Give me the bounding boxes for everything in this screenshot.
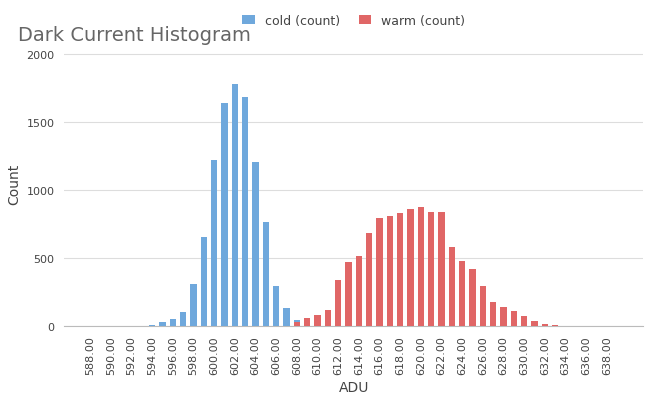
Bar: [428, 212, 434, 326]
Bar: [232, 84, 238, 326]
Bar: [490, 302, 497, 326]
Bar: [366, 234, 372, 326]
Bar: [315, 325, 320, 326]
Bar: [542, 324, 548, 326]
Bar: [408, 209, 413, 326]
Bar: [294, 322, 300, 326]
Bar: [201, 238, 207, 326]
Bar: [190, 284, 196, 326]
Bar: [159, 322, 166, 326]
Bar: [448, 247, 455, 326]
Bar: [325, 310, 331, 326]
Bar: [304, 323, 310, 326]
Bar: [283, 308, 290, 326]
Bar: [252, 163, 259, 326]
Bar: [397, 213, 403, 326]
Bar: [469, 270, 476, 326]
Bar: [552, 325, 558, 326]
Bar: [387, 216, 393, 326]
Bar: [149, 325, 155, 326]
Bar: [459, 261, 465, 326]
Bar: [315, 315, 320, 326]
Y-axis label: Count: Count: [7, 163, 21, 204]
Bar: [439, 212, 445, 326]
Bar: [170, 319, 176, 326]
Bar: [345, 262, 352, 326]
Bar: [511, 311, 517, 326]
Bar: [242, 98, 248, 326]
Bar: [211, 160, 217, 326]
Bar: [500, 307, 506, 326]
X-axis label: ADU: ADU: [339, 380, 369, 394]
Bar: [418, 207, 424, 326]
Bar: [356, 257, 362, 326]
Bar: [180, 312, 187, 326]
Bar: [335, 280, 341, 326]
Bar: [273, 287, 280, 326]
Bar: [222, 103, 227, 326]
Bar: [532, 321, 538, 326]
Bar: [376, 219, 383, 326]
Bar: [304, 318, 310, 326]
Bar: [294, 321, 300, 326]
Text: Dark Current Histogram: Dark Current Histogram: [18, 26, 251, 45]
Bar: [521, 316, 527, 326]
Legend: cold (count), warm (count): cold (count), warm (count): [237, 10, 470, 33]
Bar: [263, 223, 269, 326]
Bar: [480, 286, 486, 326]
